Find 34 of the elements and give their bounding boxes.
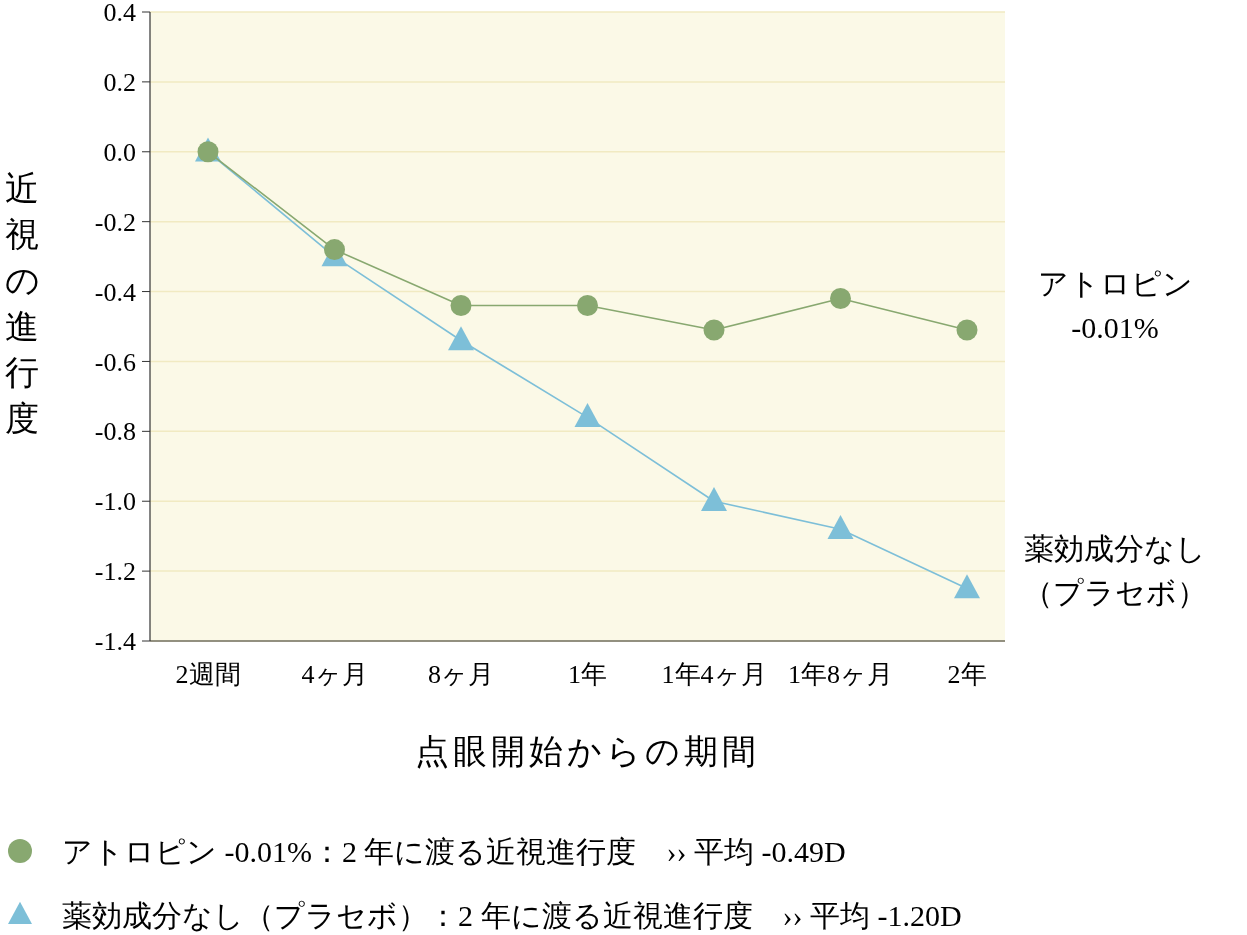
point	[703, 319, 725, 341]
y-tick-label: -0.4	[94, 277, 136, 307]
point	[956, 319, 978, 341]
point	[448, 326, 474, 351]
point	[954, 574, 980, 599]
y-tick-label: -1.2	[94, 557, 136, 587]
point	[574, 403, 601, 428]
point	[827, 514, 854, 539]
x-tick-label: 2週間	[175, 660, 241, 689]
y-tick-label: 0.4	[103, 0, 136, 28]
x-tick-label: 8ヶ月	[428, 660, 494, 689]
point	[701, 486, 727, 511]
y-tick-label: -1.0	[94, 487, 136, 517]
x-tick-label: 4ヶ月	[301, 660, 368, 689]
y-tick-label: -0.2	[94, 207, 136, 237]
point	[324, 239, 345, 261]
text: 薬効成分なし（プラセボ）	[1023, 532, 1207, 609]
y-tick-label: 0.0	[103, 137, 136, 167]
x-tick-label: 1年8ヶ月	[788, 660, 893, 689]
y-tick-label: -0.8	[94, 417, 136, 447]
point	[830, 288, 851, 310]
point	[450, 295, 472, 317]
y-tick-label: 0.2	[103, 67, 136, 97]
point	[577, 295, 598, 317]
text: アトロピン -0.01%	[1037, 267, 1193, 344]
y-axis-title: 近視の進行度	[4, 170, 40, 437]
x-tick-label: 1年	[568, 660, 607, 689]
y-tick-label: -0.6	[94, 347, 136, 377]
legend-label: アトロピン -0.01%：2 年に渡る近視進行度 ›› 平均 -0.49D	[62, 834, 846, 868]
x-tick-label: 1年4ヶ月	[661, 660, 767, 689]
x-axis-title: 点眼開始からの期間	[415, 733, 760, 770]
legend-label: 薬効成分なし（プラセボ）：2 年に渡る近視進行度 ›› 平均 -1.20D	[62, 898, 962, 932]
x-tick-label: 2年	[947, 660, 987, 689]
y-tick-label: -1.4	[94, 627, 136, 657]
